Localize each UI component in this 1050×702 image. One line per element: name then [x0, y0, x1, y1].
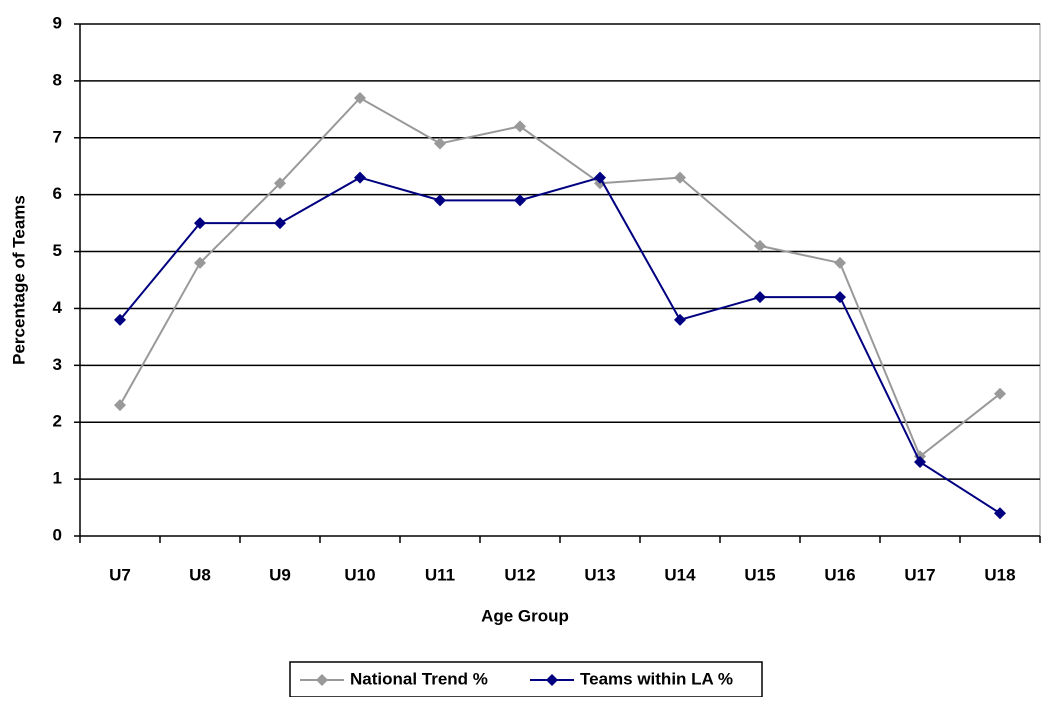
point-marker: [834, 291, 846, 304]
point-marker: [194, 217, 206, 230]
point-marker: [754, 291, 766, 304]
x-tick-label: U12: [504, 565, 535, 584]
x-tick-label: U7: [109, 565, 131, 584]
point-marker: [514, 120, 526, 133]
x-tick-label: U14: [664, 565, 696, 584]
point-marker: [114, 313, 126, 326]
y-tick-label: 4: [53, 298, 63, 317]
point-marker: [674, 171, 686, 184]
point-marker: [914, 456, 926, 469]
x-tick-label: U13: [584, 565, 615, 584]
point-marker: [434, 194, 446, 207]
series-line: [119, 96, 1001, 458]
y-tick-label: 6: [53, 184, 62, 203]
point-marker: [514, 194, 526, 207]
plot-area: [79, 23, 1041, 537]
point-marker: [674, 313, 686, 326]
point-marker: [754, 239, 766, 252]
point-marker: [354, 91, 366, 104]
y-tick-label: 7: [53, 127, 62, 146]
legend-marker: [316, 674, 328, 686]
x-tick-label: U17: [904, 565, 935, 584]
x-axis-title: Age Group: [481, 606, 569, 625]
x-tick-label: U11: [425, 565, 455, 584]
point-marker: [274, 177, 286, 190]
legend-marker: [546, 674, 558, 686]
point-marker: [994, 507, 1006, 520]
point-marker: [194, 256, 206, 269]
y-tick-label: 1: [53, 469, 62, 488]
point-marker: [594, 171, 606, 184]
x-tick-label: U10: [344, 565, 375, 584]
y-axis-title: Percentage of Teams: [9, 195, 28, 365]
x-tick-label: U9: [269, 565, 291, 584]
point-marker: [834, 256, 846, 269]
y-tick-label: 3: [53, 355, 62, 374]
x-tick-label: U8: [189, 565, 211, 584]
point-marker: [354, 171, 366, 184]
x-tick-label: U16: [824, 565, 855, 584]
y-tick-label: 5: [53, 241, 62, 260]
x-tick-label: U18: [984, 565, 1015, 584]
point-marker: [274, 217, 286, 230]
legend-label: Teams within LA %: [580, 669, 733, 688]
series-line: [119, 176, 1001, 515]
y-tick-label: 0: [53, 525, 62, 544]
legend-label: National Trend %: [350, 669, 488, 688]
y-tick-label: 9: [53, 13, 62, 32]
y-tick-label: 2: [53, 412, 62, 431]
point-marker: [434, 137, 446, 150]
x-tick-label: U15: [744, 565, 775, 584]
y-tick-label: 8: [53, 70, 62, 89]
point-marker: [114, 399, 126, 412]
point-marker: [994, 387, 1006, 400]
